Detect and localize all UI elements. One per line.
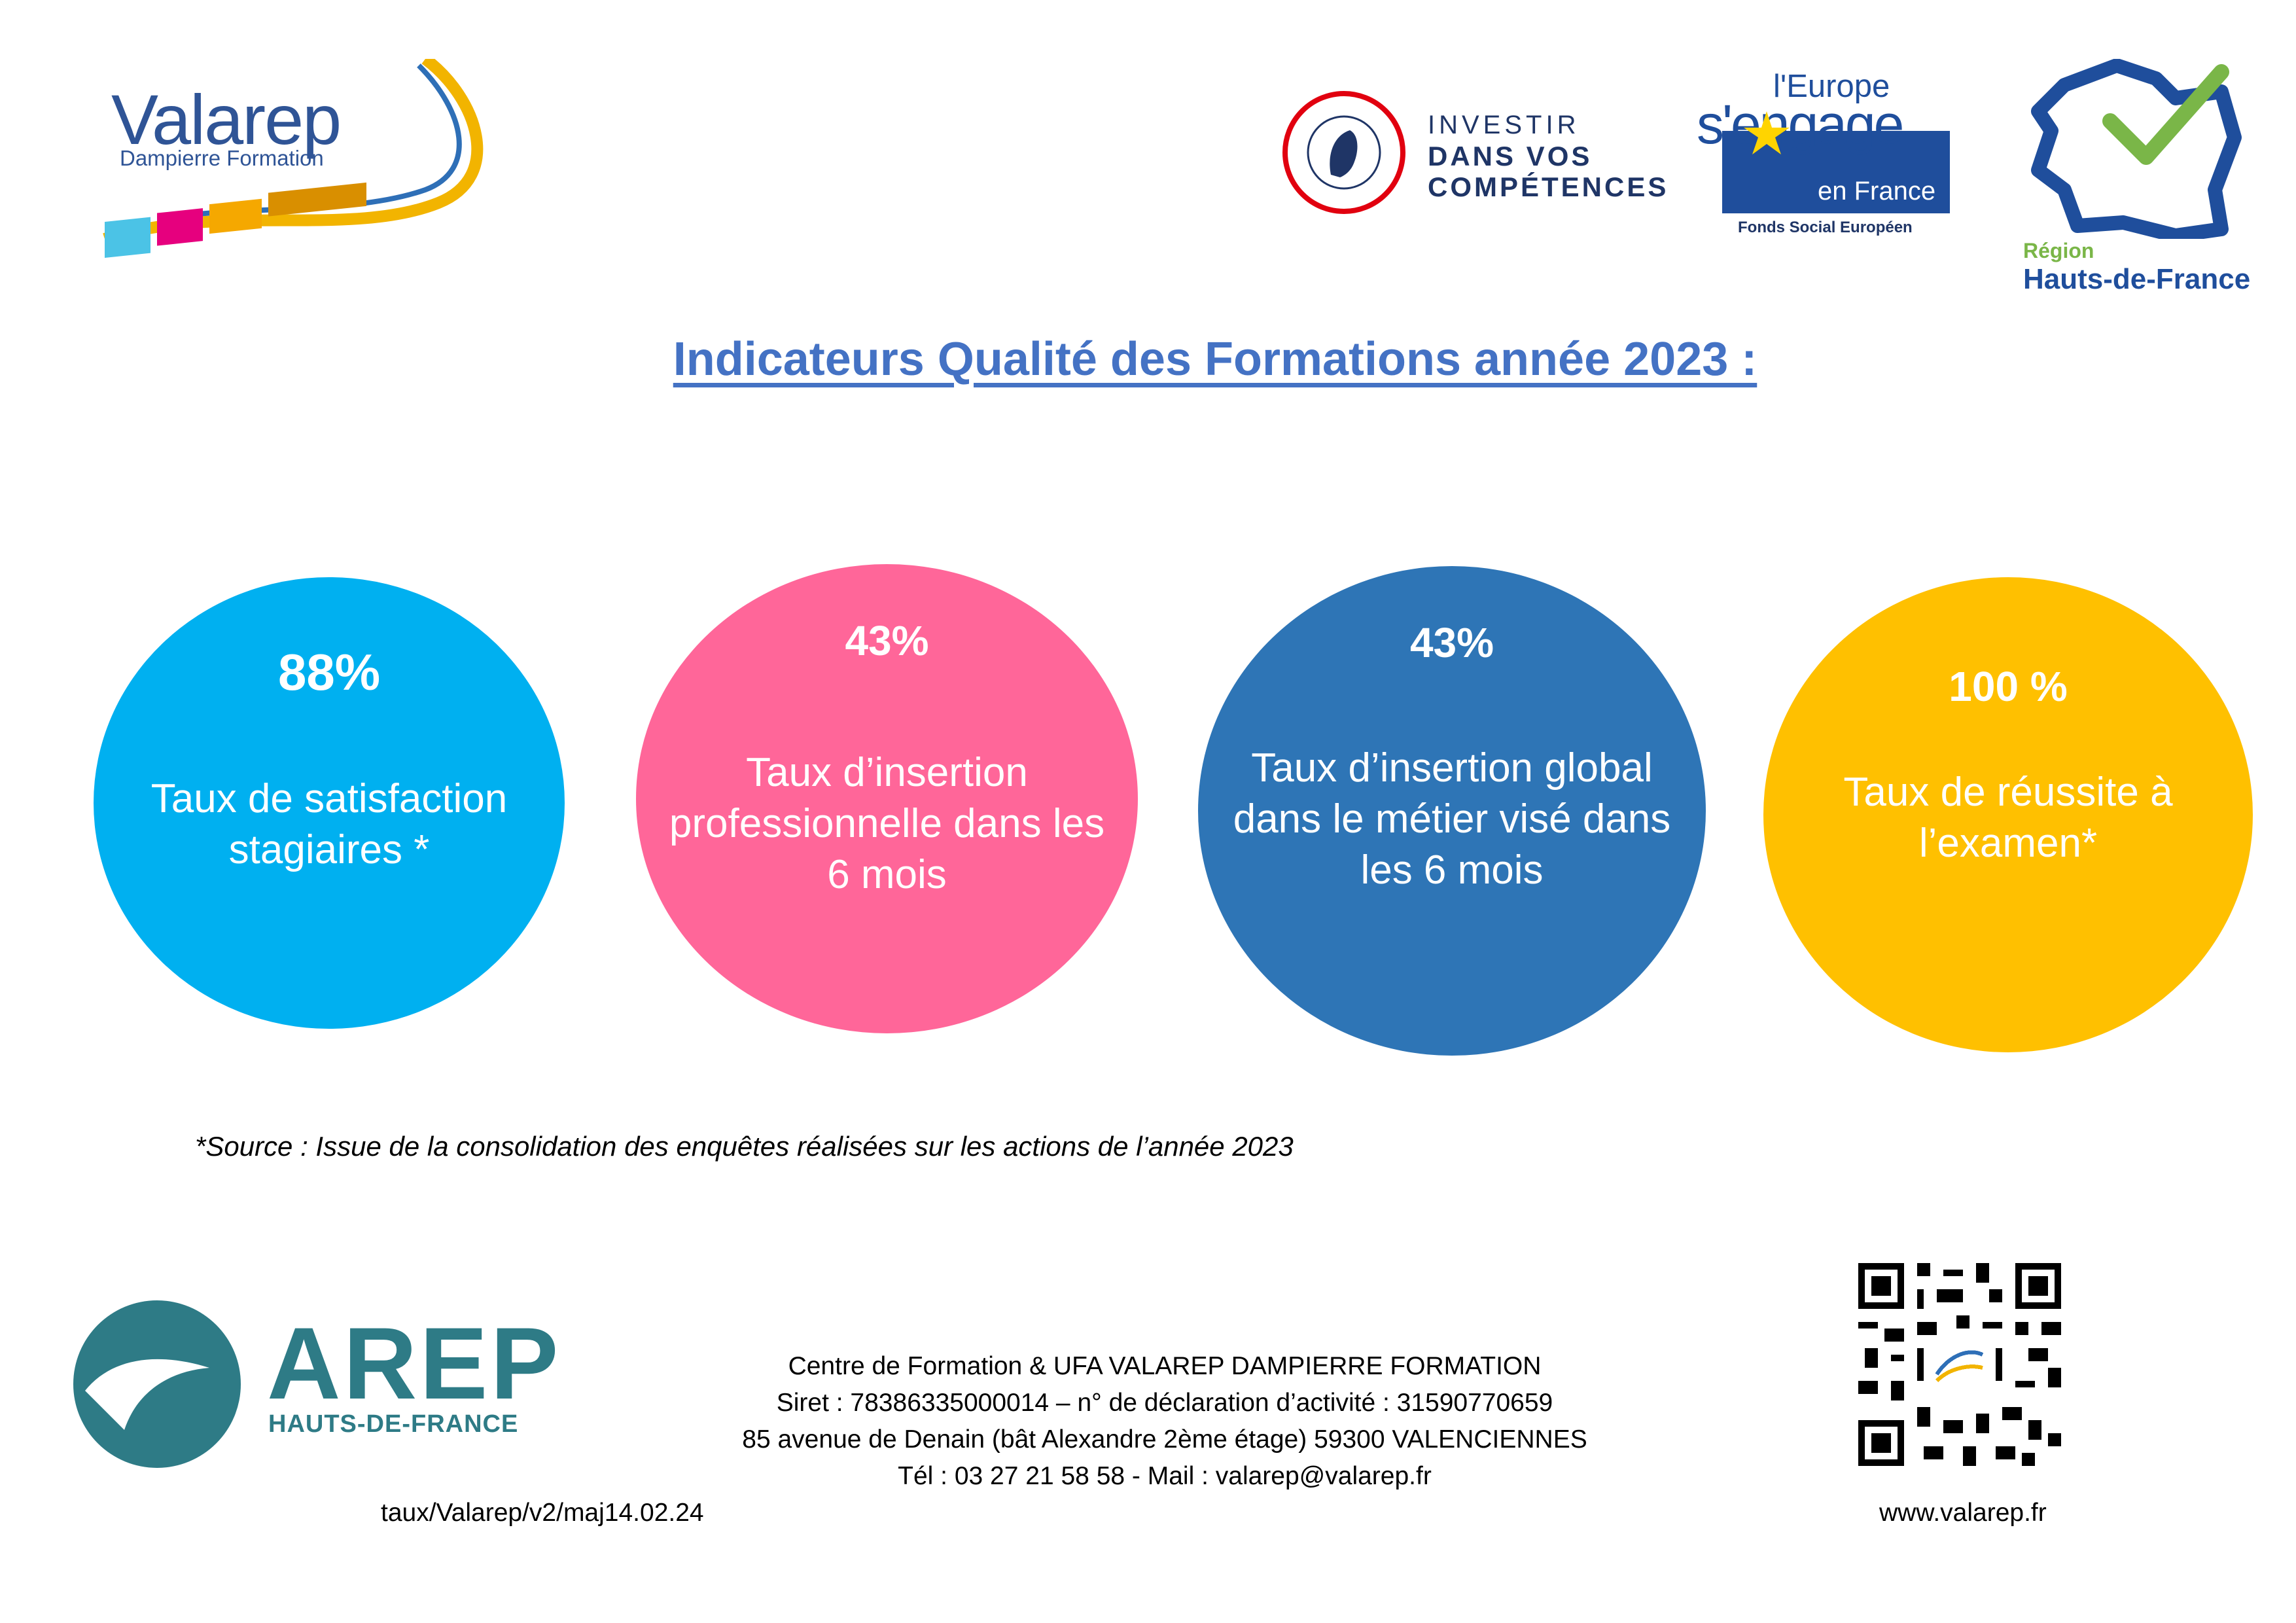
- footer-line3: 85 avenue de Denain (bât Alexandre 2ème …: [742, 1425, 1587, 1454]
- footer-website[interactable]: www.valarep.fr: [1879, 1499, 2047, 1527]
- indicator-value: 43%: [1409, 619, 1494, 666]
- indicator-value: 100 %: [1949, 663, 2068, 710]
- source-note: *Source : Issue de la consolidation des …: [195, 1131, 1294, 1162]
- footer-reference: taux/Valarep/v2/maj14.02.24: [381, 1499, 704, 1527]
- region-logo-line2: Hauts-de-France: [2023, 263, 2251, 295]
- indicator-label: Taux de réussite à l’examen*: [1843, 770, 2173, 866]
- europe-logo-main: s'engage: [1697, 94, 1904, 155]
- region-map-icon: [2031, 59, 2242, 239]
- europe-logo-sub: en France: [1818, 177, 1936, 205]
- arep-logo-subtitle: HAUTS-DE-FRANCE: [268, 1410, 519, 1438]
- investir-line1: INVESTIR: [1428, 111, 1580, 139]
- indicator-label: Taux de satisfaction stagiaires *: [150, 776, 508, 872]
- europe-logo-top: l'Europe: [1773, 69, 1890, 104]
- valarep-logo-name: Valarep: [111, 80, 342, 159]
- indicator-label: Taux d’insertion professionnelle dans le…: [669, 750, 1105, 897]
- footer-line4: Tél : 03 27 21 58 58 - Mail : valarep@va…: [898, 1462, 1432, 1490]
- page-title: Indicateurs Qualité des Formations année…: [673, 333, 1757, 385]
- investir-line2: DANS VOS: [1428, 141, 1593, 171]
- footer-line1: Centre de Formation & UFA VALAREP DAMPIE…: [788, 1352, 1542, 1380]
- footer-contact: Centre de Formation & UFA VALAREP DAMPIE…: [707, 1348, 1623, 1495]
- arep-logo-icon: [73, 1300, 241, 1468]
- indicator-satisfaction: 88% Taux de satisfaction stagiaires *: [94, 577, 565, 1029]
- europe-logo-fund: Fonds Social Européen: [1738, 219, 1913, 236]
- indicator-value: 88%: [277, 643, 381, 701]
- indicator-reussite: 100 % Taux de réussite à l’examen*: [1763, 577, 2253, 1052]
- valarep-logo-subtitle: Dampierre Formation: [120, 146, 324, 170]
- footer-line2: Siret : 78386335000014 – n° de déclarati…: [776, 1389, 1553, 1417]
- investir-logo-text: INVESTIR DANS VOS COMPÉTENCES: [1428, 110, 1669, 202]
- valarep-logo-graphic: [103, 59, 484, 258]
- eu-stars-icon: [1744, 111, 1790, 154]
- region-logo-line1: Région: [2023, 239, 2094, 262]
- indicator-value: 43%: [845, 617, 929, 664]
- indicator-insertion-pro: 43% Taux d’insertion professionnelle dan…: [636, 564, 1138, 1033]
- investir-line3: COMPÉTENCES: [1428, 171, 1669, 202]
- indicator-insertion-global: 43% Taux d’insertion global dans le méti…: [1198, 566, 1706, 1056]
- investir-seal-icon: [1282, 91, 1405, 214]
- qr-code-icon[interactable]: [1858, 1263, 2061, 1466]
- indicator-label: Taux d’insertion global dans le métier v…: [1233, 745, 1671, 893]
- arep-logo-name: AREP: [267, 1307, 561, 1421]
